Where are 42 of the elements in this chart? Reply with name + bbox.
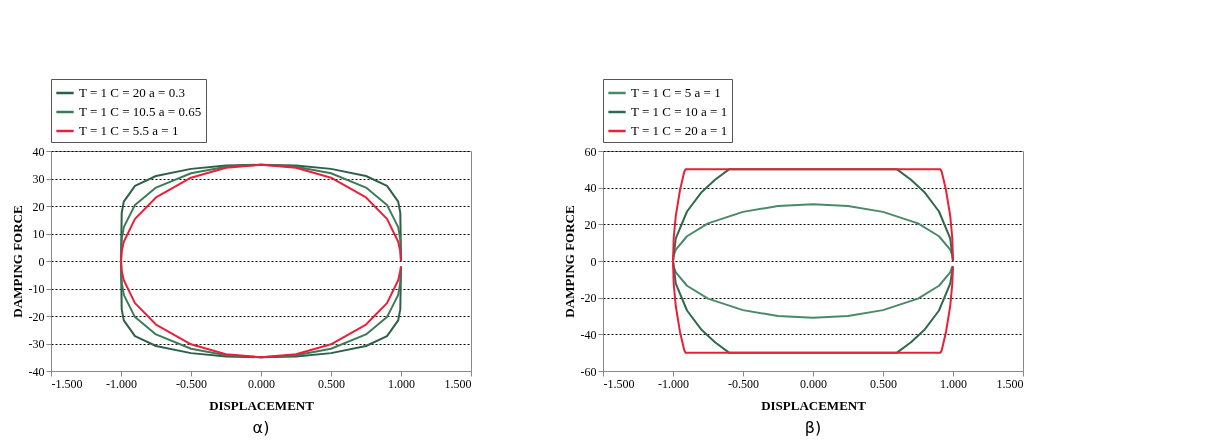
x-tick-label: -1.500 bbox=[51, 376, 83, 391]
y-tick-label: 60 bbox=[584, 144, 597, 159]
legend-label: T = 1 C = 5 a = 1 bbox=[631, 85, 721, 100]
x-axis-title: DISPLACEMENT bbox=[761, 397, 867, 413]
x-tick-label: -0.500 bbox=[176, 376, 207, 391]
x-tick-label: 1.500 bbox=[996, 376, 1024, 391]
y-tick-label: 40 bbox=[32, 144, 45, 159]
y-tick-label: 10 bbox=[32, 227, 45, 241]
x-axis-title: DISPLACEMENT bbox=[209, 397, 315, 413]
legend-label: T = 1 C = 20 a = 0.3 bbox=[79, 85, 185, 100]
x-tick-label: -0.500 bbox=[728, 376, 759, 391]
y-tick-label: 0 bbox=[38, 254, 45, 269]
y-tick-label: 0 bbox=[590, 254, 597, 269]
legend-label: T = 1 C = 10 a = 1 bbox=[631, 104, 728, 119]
x-tick-label: 1.500 bbox=[444, 376, 472, 391]
y-tick-label: -20 bbox=[580, 291, 597, 306]
y-tick-label: 20 bbox=[584, 217, 597, 232]
y-axis-title: DAMPING FORCE bbox=[9, 205, 25, 318]
x-tick-label: -1.000 bbox=[658, 376, 689, 391]
x-tick-label: 0.000 bbox=[248, 376, 275, 391]
y-tick-label: -10 bbox=[28, 282, 45, 296]
x-tick-label: 0.500 bbox=[870, 376, 897, 391]
y-tick-label: 20 bbox=[32, 199, 45, 214]
x-tick-label: 0.000 bbox=[800, 376, 827, 391]
legend-label: T = 1 C = 5.5 a = 1 bbox=[79, 123, 179, 138]
y-tick-label: -40 bbox=[28, 364, 45, 379]
legend-label: T = 1 C = 20 a = 1 bbox=[631, 123, 728, 138]
x-tick-label: 1.000 bbox=[940, 376, 967, 391]
text: α) bbox=[252, 418, 270, 437]
x-tick-label: -1.500 bbox=[603, 376, 635, 391]
y-tick-label: -30 bbox=[28, 337, 45, 351]
y-tick-label: -40 bbox=[580, 327, 597, 342]
legend-label: T = 1 C = 10.5 a = 0.65 bbox=[79, 104, 202, 119]
y-tick-label: 40 bbox=[584, 181, 597, 196]
text: β) bbox=[804, 418, 822, 437]
y-tick-label: -60 bbox=[580, 364, 597, 379]
x-tick-label: 0.500 bbox=[318, 376, 345, 391]
x-tick-label: -1.000 bbox=[106, 376, 137, 391]
y-tick-label: 30 bbox=[32, 172, 45, 186]
x-tick-label: 1.000 bbox=[388, 376, 415, 391]
y-tick-label: -20 bbox=[28, 309, 45, 324]
y-axis-title: DAMPING FORCE bbox=[561, 205, 577, 318]
